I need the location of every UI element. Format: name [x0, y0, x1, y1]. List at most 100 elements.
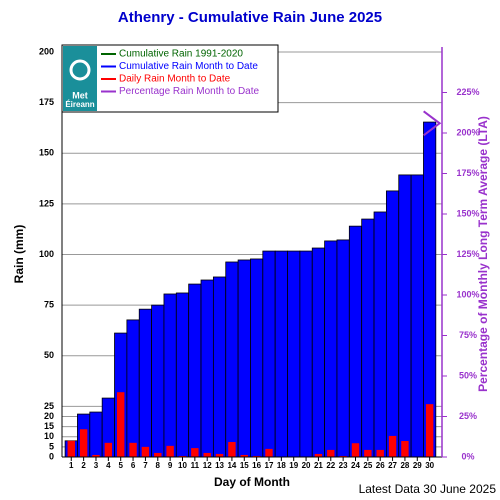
bar — [425, 404, 434, 457]
legend-label: Daily Rain Month to Date — [119, 74, 231, 85]
y-tick-label: 125 — [39, 198, 54, 208]
bar — [163, 293, 177, 458]
x-tick-label: 17 — [265, 461, 274, 470]
x-tick-label: 25 — [363, 461, 372, 470]
bar — [314, 453, 323, 457]
y-tick-label: 5 — [49, 441, 54, 451]
marker — [423, 110, 442, 137]
x-tick-label: 29 — [413, 461, 422, 470]
y-tick-label: 200 — [39, 46, 54, 56]
x-tick-label: 3 — [94, 461, 99, 470]
chart-title: Athenry - Cumulative Rain June 2025 — [118, 9, 382, 26]
bar — [327, 449, 335, 457]
bar — [79, 429, 88, 457]
x-tick-label: 8 — [156, 461, 161, 470]
logo-text: Met — [72, 90, 88, 100]
bar — [336, 239, 350, 458]
bar — [274, 250, 288, 458]
x-tick-label: 2 — [81, 461, 86, 470]
bar — [225, 261, 239, 458]
x-tick-label: 30 — [425, 461, 434, 470]
bar — [240, 454, 248, 457]
y2-tick-label: 175% — [456, 168, 479, 178]
y2-tick-label: 25% — [459, 411, 477, 421]
y2-tick-label: 225% — [456, 87, 479, 97]
x-tick-label: 1 — [69, 461, 74, 470]
x-tick-label: 13 — [215, 461, 224, 470]
bar — [215, 453, 224, 457]
x-axis-label: Day of Month — [214, 475, 290, 489]
bar — [104, 442, 113, 457]
x-tick-label: 26 — [376, 461, 385, 470]
x-tick-label: 5 — [118, 461, 123, 470]
bar — [67, 440, 75, 457]
bar — [324, 240, 338, 458]
legend-label: Cumulative Rain 1991-2020 — [119, 49, 243, 60]
x-tick-label: 6 — [131, 461, 136, 470]
x-tick-label: 7 — [143, 461, 148, 470]
bar — [129, 442, 137, 457]
y-tick-label: 0 — [49, 451, 54, 461]
logo-text: Éireann — [65, 100, 94, 109]
bar — [212, 276, 227, 458]
logo-swirl — [69, 59, 91, 81]
x-tick-label: 21 — [314, 461, 323, 470]
bar — [364, 449, 372, 457]
bar — [339, 455, 347, 457]
bar — [126, 319, 140, 458]
bar — [200, 279, 214, 458]
x-tick-label: 20 — [302, 461, 311, 470]
x-tick-label: 22 — [326, 461, 335, 470]
bar — [401, 441, 409, 457]
bar — [311, 247, 326, 458]
bar — [188, 283, 202, 458]
y2-tick-label: 0% — [461, 451, 474, 461]
bar — [376, 449, 384, 457]
x-tick-label: 19 — [289, 461, 298, 470]
x-tick-label: 14 — [227, 461, 236, 470]
bar — [385, 190, 400, 458]
bar — [166, 445, 174, 457]
legend-box — [61, 44, 279, 113]
y2-tick-label: 200% — [456, 127, 479, 137]
x-tick-label: 11 — [191, 461, 200, 470]
bar — [388, 435, 397, 457]
y-tick-label: 100 — [39, 249, 54, 259]
bar — [154, 452, 162, 457]
bar — [92, 454, 100, 457]
bar — [228, 442, 236, 457]
bar — [191, 448, 199, 457]
y-tick-label: 175 — [39, 97, 54, 107]
x-tick-label: 27 — [388, 461, 397, 470]
x-tick-label: 10 — [178, 461, 187, 470]
x-tick-label: 12 — [203, 461, 212, 470]
x-tick-label: 4 — [106, 461, 111, 470]
x-tick-label: 23 — [339, 461, 348, 470]
legend-label: Percentage Rain Month to Date — [119, 86, 260, 97]
y-tick-label: 25 — [44, 401, 54, 411]
bar — [265, 448, 273, 457]
x-tick-label: 24 — [351, 461, 360, 470]
bar — [151, 304, 165, 458]
bar — [138, 308, 152, 458]
y2-tick-label: 50% — [459, 370, 477, 380]
y2-tick-label: 150% — [456, 208, 479, 218]
bar — [203, 452, 211, 457]
legend-label: Cumulative Rain Month to Date — [119, 61, 258, 72]
bar — [262, 250, 276, 458]
bar — [89, 411, 103, 458]
bar — [237, 259, 251, 458]
y-tick-label: 20 — [44, 411, 54, 421]
bar — [348, 225, 363, 458]
bar — [299, 250, 313, 458]
bar — [351, 443, 360, 457]
bar — [175, 292, 190, 458]
y-tick-label: 50 — [44, 350, 54, 360]
bar — [250, 258, 264, 458]
footer: Latest Data 30 June 2025 — [359, 482, 497, 496]
bar — [398, 174, 412, 458]
x-tick-label: 9 — [168, 461, 173, 470]
